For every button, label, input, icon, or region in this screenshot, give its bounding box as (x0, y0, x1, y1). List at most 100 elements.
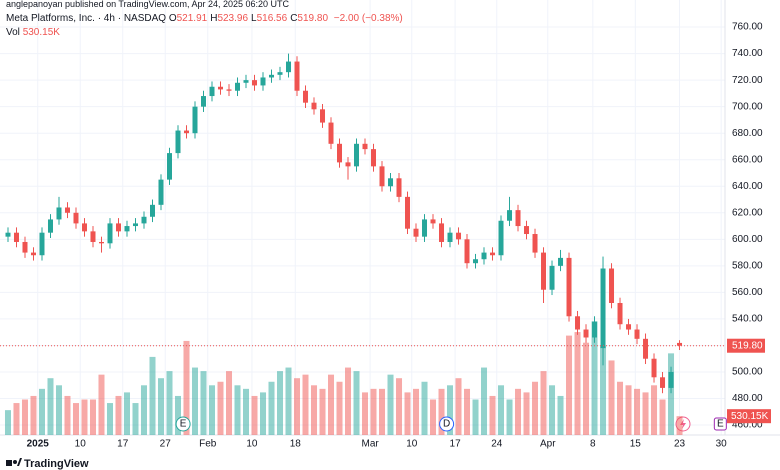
candle-body (328, 122, 334, 144)
candles (5, 53, 683, 394)
volume-bar (659, 399, 666, 435)
volume-bar (64, 395, 71, 435)
candle-body (507, 210, 513, 221)
candle-body (354, 143, 360, 167)
candle-body (235, 82, 241, 91)
last-price-tag (727, 338, 765, 353)
volume-bar (123, 392, 130, 435)
candle-body (532, 234, 538, 253)
candle-body (575, 316, 581, 330)
vol-value: 530.15K (22, 27, 60, 38)
candle-body (524, 226, 530, 235)
ohlc: O521.91 H523.96 L516.56 C519.80 (169, 13, 331, 24)
candle-body (388, 178, 394, 187)
candle-body (362, 143, 368, 150)
brand: TradingView (24, 458, 89, 470)
vol-key: Vol (6, 27, 20, 38)
volume-bar (132, 403, 139, 435)
candle-body (558, 257, 564, 266)
logo-part (13, 460, 17, 464)
event-label: E (717, 419, 724, 430)
volume-bar (268, 381, 275, 435)
volume-bar (523, 392, 530, 435)
volume-bar (676, 416, 683, 435)
candle-body (396, 178, 402, 197)
candle-body (422, 219, 428, 237)
volume-bar (319, 388, 326, 435)
volume-bar (13, 403, 20, 435)
volume-bar (243, 388, 250, 435)
candle-body (371, 149, 377, 167)
volume-bar (430, 399, 437, 435)
candle-body (337, 143, 343, 163)
candle-body (149, 204, 155, 217)
candle-body (22, 241, 28, 253)
candle-body (158, 179, 164, 205)
y-tick-label: 720.00 (732, 75, 763, 86)
volume-bar (608, 360, 615, 435)
ohlc-key: H (210, 13, 218, 24)
candle-body (473, 259, 479, 264)
candle-body (651, 358, 657, 378)
volume-bar (294, 378, 301, 435)
volume-bar (336, 381, 343, 435)
y-tick-label: 460.00 (732, 420, 763, 431)
candle-body (566, 257, 572, 317)
candle-body (490, 252, 496, 256)
candle-body (405, 196, 411, 229)
candle-body (643, 338, 649, 359)
candle-body (660, 377, 666, 388)
volume-bar (209, 385, 216, 435)
y-tick-label: 660.00 (732, 154, 763, 165)
volume-bar (81, 399, 88, 435)
candle-body (90, 231, 96, 242)
candle-body (243, 80, 249, 83)
volume-bar (55, 385, 62, 435)
symbol: Meta Platforms, Inc. · 4h · NASDAQ (6, 13, 167, 24)
volume-bar (98, 374, 105, 435)
x-tick-label: 17 (117, 439, 129, 450)
candle-body (600, 268, 606, 349)
candle-body (269, 74, 275, 78)
y-tick-label: 740.00 (732, 48, 763, 59)
last-volume-label: 530.15K (731, 411, 769, 422)
volume-bar (404, 392, 411, 435)
volume-bar (140, 385, 147, 435)
x-tick-label: 23 (674, 439, 686, 450)
candle-body (668, 371, 674, 388)
volume-bar (540, 371, 547, 435)
candle-body (39, 232, 45, 256)
volume-bar (651, 385, 658, 435)
volume-bar (566, 335, 573, 435)
volume-bar (600, 346, 607, 435)
volume-bar (21, 399, 28, 435)
axes: 460.00480.00500.00520.00540.00560.00580.… (0, 22, 771, 450)
volume-bar (634, 388, 641, 435)
candle-body (617, 303, 623, 325)
candle-body (47, 219, 53, 233)
y-tick-label: 560.00 (732, 287, 763, 298)
volume-bar (4, 410, 11, 435)
candle-body (107, 223, 113, 244)
volume-bar (251, 395, 258, 435)
candle-body (13, 232, 19, 242)
volume-bar (200, 371, 207, 435)
last-volume-tag (727, 409, 771, 424)
candle-body (98, 241, 104, 244)
ohlc-key: O (168, 13, 177, 24)
y-tick-label: 580.00 (732, 260, 763, 271)
x-tick-label: 8 (590, 439, 596, 450)
ohlc-key: C (290, 13, 298, 24)
y-tick-label: 680.00 (732, 128, 763, 139)
x-tick-label: 10 (246, 439, 258, 450)
volume-bar (311, 385, 318, 435)
event-label: E (180, 419, 187, 430)
event-marker (175, 416, 191, 432)
volume-bar (345, 367, 352, 435)
volume-bar (353, 371, 360, 435)
volume-bar (472, 399, 479, 435)
volume-bar (489, 395, 496, 435)
volume-bar (149, 356, 156, 435)
candle-body (218, 86, 224, 90)
